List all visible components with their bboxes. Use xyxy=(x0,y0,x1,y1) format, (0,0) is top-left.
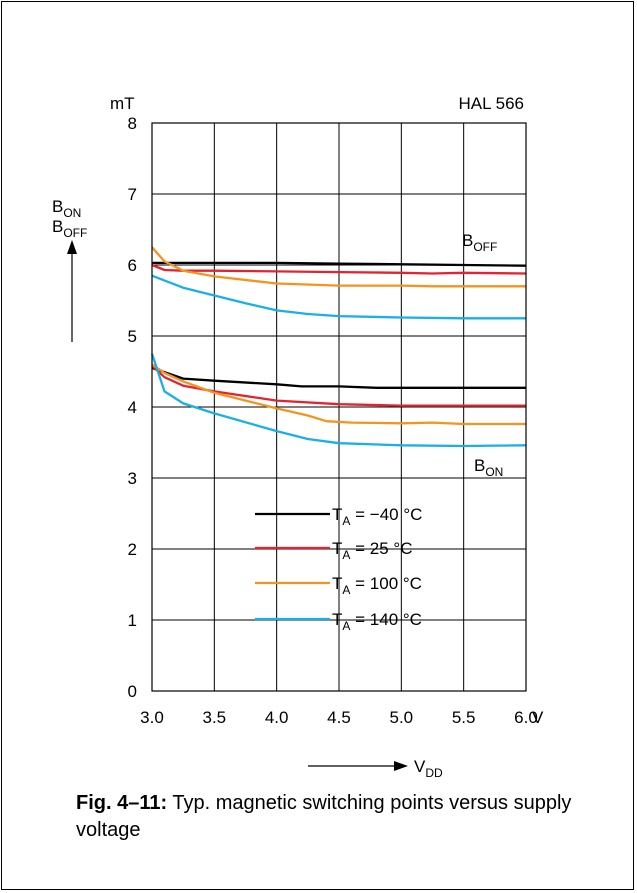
y-axis-arrow-head xyxy=(67,240,77,254)
chart-title: HAL 566 xyxy=(458,94,524,113)
grid xyxy=(152,123,526,691)
series-line-off-140 xyxy=(151,274,526,320)
x-tick-label: 5.5 xyxy=(452,708,476,727)
y-tick-label: 3 xyxy=(128,469,137,488)
tick-labels: 3.0 3.5 4.0 4.5 5.0 5.5 6.0 0 1 2 3 4 5 6 7 8 xyxy=(128,114,538,727)
chart: 3.0 3.5 4.0 4.5 5.0 5.5 6.0 0 1 2 3 4 5 6 7 8 mT HAL 56… xyxy=(52,94,544,780)
y-tick-label: 2 xyxy=(128,540,137,559)
series-line-on-140 xyxy=(150,353,527,448)
y-tick-label: 0 xyxy=(128,682,137,701)
annotation-boff: BOFF xyxy=(462,231,497,254)
series-line-on-minus40 xyxy=(151,366,526,389)
plot-border xyxy=(151,122,527,692)
legend-label: TA = 25 °C xyxy=(332,539,413,562)
series-line-off-100 xyxy=(151,246,526,288)
x-unit-label: V xyxy=(532,708,544,727)
legend: TA = −40 °C TA = 25 °C TA = 100 °C TA = 140… xyxy=(255,505,422,633)
caption-text: Typ. magnetic switching points versus su… xyxy=(76,792,572,841)
series-line-on-25 xyxy=(151,364,526,407)
x-tick-label: 3.5 xyxy=(203,708,227,727)
x-tick-label: 4.0 xyxy=(265,708,289,727)
y-tick-label: 8 xyxy=(128,114,137,133)
legend-label: TA = 100 °C xyxy=(332,574,422,597)
y-axis-label-bon: BON xyxy=(52,197,81,220)
y-tick-label: 6 xyxy=(128,256,137,275)
x-axis-arrow-head xyxy=(394,761,408,771)
y-tick-label: 7 xyxy=(128,185,137,204)
legend-label: TA = 140 °C xyxy=(332,610,422,633)
x-tick-label: 3.0 xyxy=(140,708,164,727)
series-line-on-100 xyxy=(151,363,526,426)
x-tick-label: 4.5 xyxy=(327,708,351,727)
y-axis-label-boff: BOFF xyxy=(52,217,87,240)
y-unit-label: mT xyxy=(110,94,135,113)
y-tick-label: 4 xyxy=(128,398,137,417)
figure-caption: Fig. 4–11: Typ. magnetic switching point… xyxy=(76,790,616,844)
series-layer xyxy=(150,246,527,448)
y-tick-label: 1 xyxy=(128,611,137,630)
y-tick-label: 5 xyxy=(128,327,137,346)
x-tick-label: 5.0 xyxy=(390,708,414,727)
series-line-off-25 xyxy=(151,263,527,275)
x-tick-label: 6.0 xyxy=(514,708,538,727)
annotation-bon: BON xyxy=(474,456,503,479)
series-line-off-minus40 xyxy=(152,261,527,267)
legend-label: TA = −40 °C xyxy=(332,505,422,528)
x-axis-label: VDD xyxy=(414,757,443,780)
caption-figure-label: Fig. 4–11: xyxy=(76,792,168,814)
